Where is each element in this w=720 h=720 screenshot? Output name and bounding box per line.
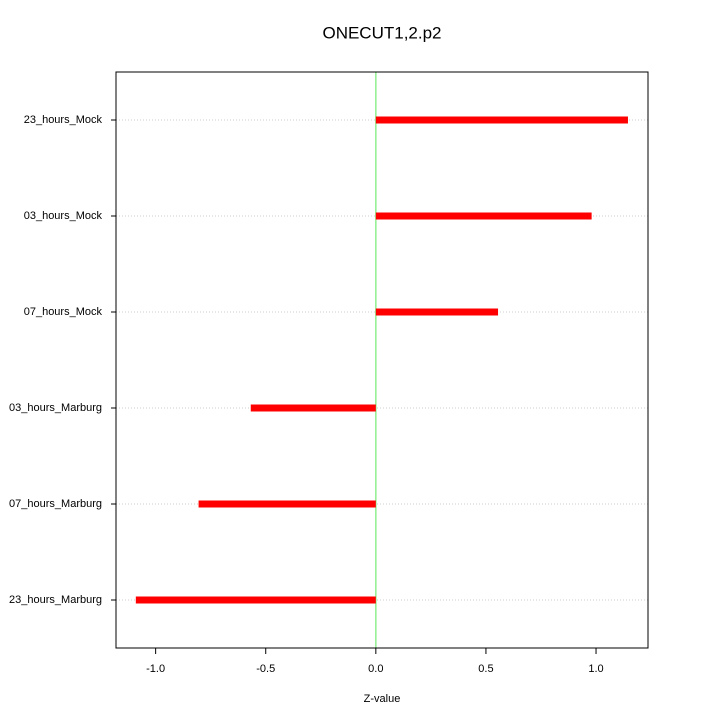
y-tick-label: 07_hours_Mock bbox=[24, 306, 103, 318]
bar bbox=[198, 500, 376, 508]
bar bbox=[375, 212, 592, 220]
y-tick-label: 23_hours_Marburg bbox=[9, 594, 102, 606]
bar bbox=[375, 308, 499, 316]
x-tick-label: 1.0 bbox=[588, 663, 603, 675]
y-tick-label: 03_hours_Mock bbox=[24, 210, 103, 222]
y-tick-label: 03_hours_Marburg bbox=[9, 402, 102, 414]
y-tick-label: 23_hours_Mock bbox=[24, 114, 103, 126]
bar bbox=[135, 596, 376, 604]
plot-frame bbox=[115, 71, 649, 649]
bar bbox=[375, 116, 628, 124]
x-tick-label: 0.5 bbox=[478, 663, 493, 675]
chart-title: ONECUT1,2.p2 bbox=[322, 23, 441, 42]
x-tick-label: 0.0 bbox=[368, 663, 383, 675]
x-axis-label: Z-value bbox=[364, 693, 401, 705]
y-tick-label: 07_hours_Marburg bbox=[9, 498, 102, 510]
x-tick-label: -0.5 bbox=[256, 663, 275, 675]
bar bbox=[250, 404, 376, 412]
x-tick-label: -1.0 bbox=[146, 663, 165, 675]
